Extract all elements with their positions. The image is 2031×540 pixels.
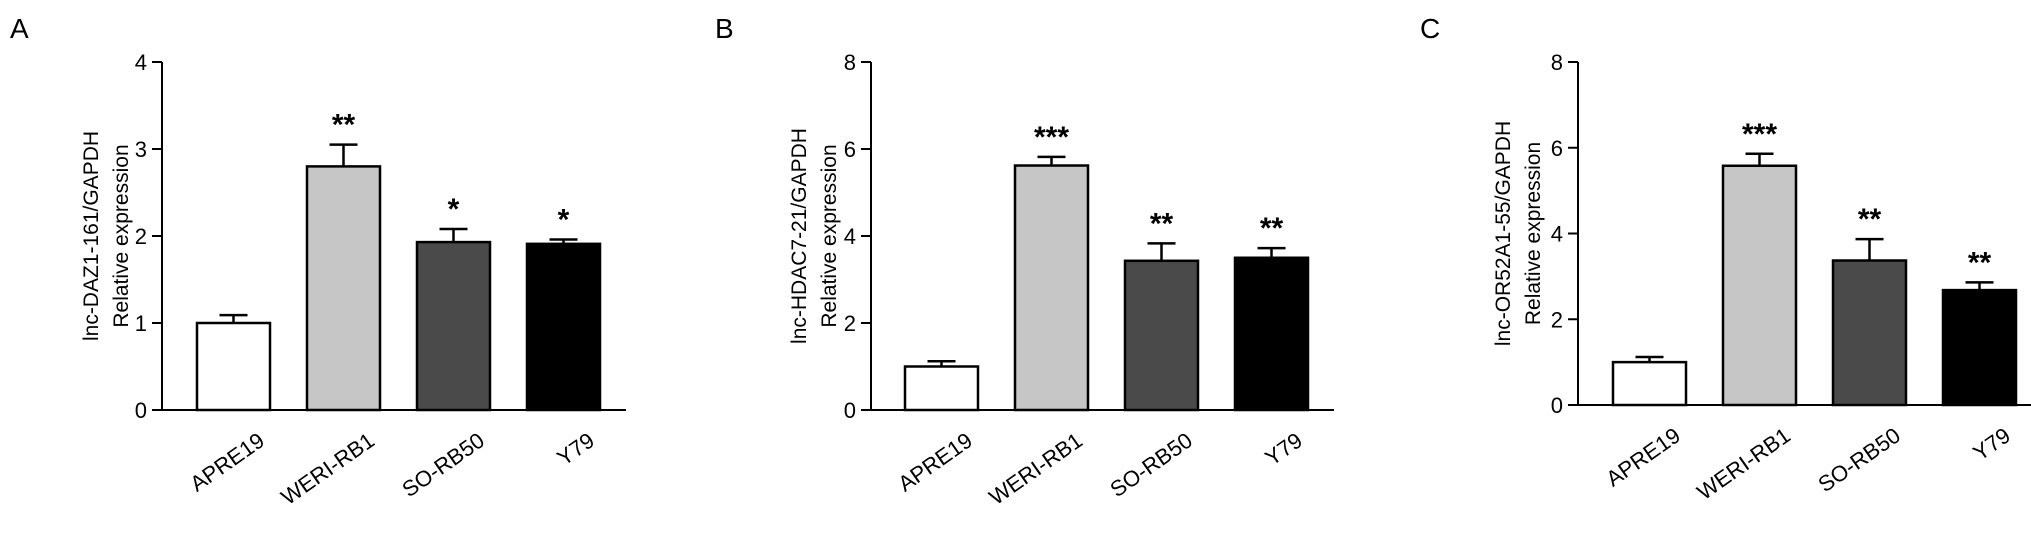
y-tick-label: 2 <box>1551 307 1563 332</box>
bar-so-rb50 <box>1123 259 1200 412</box>
significance-label: ** <box>1858 203 1882 236</box>
panel-label: B <box>715 13 734 44</box>
y-axis-label-line1: lnc-OR52A1-55/GAPDH <box>1492 121 1515 346</box>
y-tick-label: 2 <box>844 311 856 336</box>
bar-y79 <box>525 242 602 412</box>
significance-label: ** <box>1260 212 1284 245</box>
x-tick-label: WERI-RB1 <box>1692 423 1794 505</box>
x-tick-label: APRE19 <box>893 428 976 497</box>
x-tick-label: WERI-RB1 <box>984 428 1086 510</box>
x-tick-label: SO-RB50 <box>397 428 488 502</box>
x-tick-label: APRE19 <box>185 428 268 497</box>
y-axis-label-line1: lnc-HDAC7-21/GAPDH <box>788 128 811 344</box>
x-tick-label: SO-RB50 <box>1105 428 1196 502</box>
x-tick-label: APRE19 <box>1601 423 1684 492</box>
y-tick-label: 8 <box>844 50 856 75</box>
y-tick-label: 6 <box>1551 136 1563 161</box>
y-axis-label-line2: Relative expression <box>110 144 133 327</box>
y-tick-label: 6 <box>844 137 856 162</box>
x-tick-label: Y79 <box>552 428 598 471</box>
y-tick-label: 4 <box>135 50 147 75</box>
y-tick-label: 4 <box>1551 222 1563 247</box>
significance-label: * <box>558 203 570 236</box>
significance-label: ** <box>1968 246 1992 279</box>
bar-y79 <box>1941 288 2018 407</box>
bar-weri-rb1 <box>1721 164 1798 407</box>
significance-label: ** <box>332 109 356 142</box>
bar-apre19 <box>903 365 980 412</box>
x-tick-label: Y79 <box>1968 423 2014 466</box>
panel-label: C <box>1420 13 1440 44</box>
significance-label: * <box>448 193 460 226</box>
bar-weri-rb1 <box>1013 164 1090 412</box>
bar-so-rb50 <box>1831 259 1908 407</box>
bar-apre19 <box>1611 360 1688 407</box>
significance-label: *** <box>1742 118 1777 151</box>
x-tick-label: SO-RB50 <box>1813 423 1904 497</box>
y-tick-label: 4 <box>844 224 856 249</box>
significance-label: *** <box>1034 121 1069 154</box>
y-tick-label: 0 <box>1551 393 1563 418</box>
y-axis-label-line1: lnc-DAZ1-161/GAPDH <box>80 131 103 341</box>
y-tick-label: 2 <box>135 224 147 249</box>
bar-y79 <box>1233 256 1310 412</box>
x-tick-label: Y79 <box>1260 428 1306 471</box>
y-tick-label: 0 <box>135 398 147 423</box>
significance-label: ** <box>1150 207 1174 240</box>
bar-weri-rb1 <box>305 165 382 412</box>
y-tick-label: 1 <box>135 311 147 336</box>
y-tick-label: 8 <box>1551 50 1563 75</box>
y-tick-label: 3 <box>135 137 147 162</box>
x-tick-label: WERI-RB1 <box>276 428 378 510</box>
y-axis-label-line2: Relative expression <box>1522 142 1545 325</box>
panel-label: A <box>10 13 29 44</box>
y-tick-label: 0 <box>844 398 856 423</box>
y-axis-label-line2: Relative expression <box>818 144 841 327</box>
bar-apre19 <box>195 321 272 412</box>
bar-so-rb50 <box>415 240 492 412</box>
